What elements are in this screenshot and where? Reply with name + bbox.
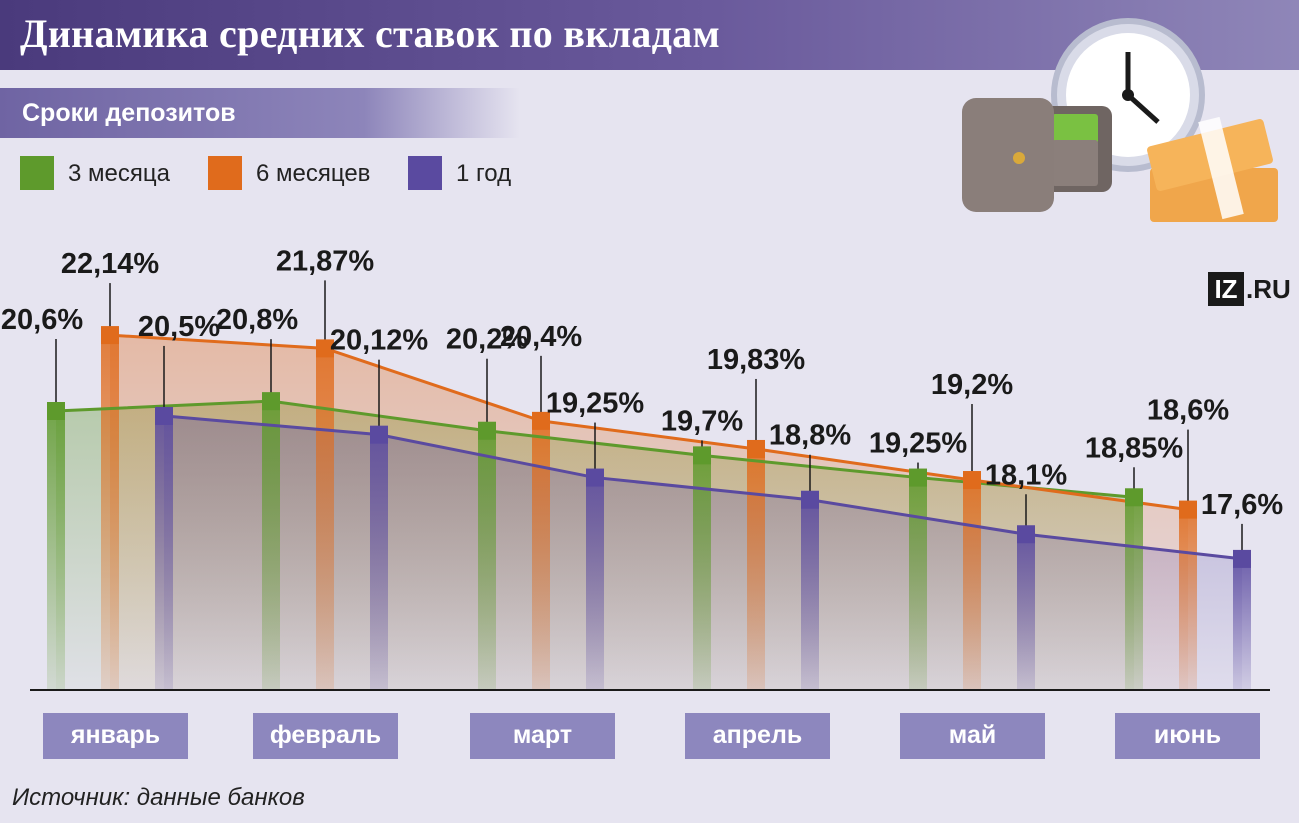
legend-label-1-year: 1 год	[456, 160, 512, 187]
value-label-6-months-6: 18,6%	[1147, 395, 1229, 427]
value-label-1-year-3: 19,25%	[546, 388, 645, 420]
month-label-april: апрель	[685, 713, 830, 759]
bar-1-year-4	[801, 499, 819, 690]
bar-3-months-1	[47, 411, 65, 690]
value-label-3-months-2: 20,8%	[216, 304, 298, 336]
legend-label-3-months: 3 месяца	[68, 160, 170, 187]
bar-6-months-3	[532, 420, 550, 690]
point-1-year-6	[1233, 549, 1251, 568]
logo-text: .RU	[1246, 274, 1291, 304]
value-label-1-year-4: 18,8%	[769, 420, 851, 452]
value-label-6-months-2: 21,87%	[276, 245, 375, 277]
value-label-1-year-1: 20,5%	[138, 311, 220, 343]
bar-3-months-2	[262, 401, 280, 690]
logo-box: IZ	[1208, 272, 1244, 306]
point-6-months-4	[747, 439, 765, 458]
month-label-june: июнь	[1115, 713, 1260, 759]
bar-6-months-1	[101, 335, 119, 690]
line-6-months	[109, 333, 1189, 512]
bar-1-year-5	[1017, 534, 1035, 690]
bar-1-year-3	[586, 477, 604, 690]
iz-ru-logo: IZ .RU	[1208, 268, 1296, 310]
point-1-year-3	[586, 468, 604, 487]
month-label-may: май	[900, 713, 1045, 759]
bar-1-year-6	[1233, 558, 1251, 690]
point-3-months-5	[909, 468, 927, 487]
bar-3-months-5	[909, 477, 927, 690]
value-label-1-year-2: 20,12%	[330, 325, 429, 357]
legend-swatch-3-months	[20, 156, 54, 190]
legend-swatch-6-months	[208, 156, 242, 190]
point-3-months-3	[478, 421, 496, 440]
point-3-months-4	[693, 446, 711, 465]
point-1-year-5	[1017, 525, 1035, 544]
point-1-year-4	[801, 490, 819, 509]
value-label-3-months-6: 18,85%	[1085, 432, 1184, 464]
bar-6-months-4	[747, 448, 765, 690]
bar-6-months-5	[963, 480, 981, 690]
bar-1-year-2	[370, 434, 388, 690]
value-label-3-months-5: 19,25%	[869, 428, 968, 460]
point-6-months-5	[963, 471, 981, 490]
month-label-march: март	[470, 713, 615, 759]
month-label-january: январь	[43, 713, 188, 759]
bar-3-months-3	[478, 430, 496, 690]
point-6-months-1	[101, 326, 119, 345]
point-3-months-2	[262, 392, 280, 411]
value-label-3-months-4: 19,7%	[661, 405, 743, 437]
bar-6-months-6	[1179, 509, 1197, 690]
value-label-6-months-1: 22,14%	[61, 248, 160, 280]
value-label-6-months-3: 20,4%	[500, 321, 582, 353]
source-note: Источник: данные банков	[12, 784, 305, 811]
legend-swatch-1-year	[408, 156, 442, 190]
money-stack-icon	[1147, 116, 1278, 222]
value-label-1-year-6: 17,6%	[1201, 489, 1283, 521]
point-6-months-3	[532, 411, 550, 430]
subtitle-bar	[0, 88, 520, 138]
point-6-months-6	[1179, 500, 1197, 519]
point-3-months-6	[1125, 488, 1143, 507]
bar-1-year-1	[155, 415, 173, 690]
month-label-february: февраль	[253, 713, 398, 759]
value-label-3-months-3: 20,2%	[446, 324, 528, 356]
value-label-6-months-4: 19,83%	[707, 344, 806, 376]
line-1-year	[163, 414, 1243, 561]
value-label-6-months-5: 19,2%	[931, 369, 1013, 401]
chart-subtitle: Сроки депозитов	[22, 99, 236, 127]
wallet-icon	[962, 98, 1112, 212]
bar-6-months-2	[316, 348, 334, 690]
value-label-3-months-1: 20,6%	[1, 304, 83, 336]
bar-3-months-4	[693, 455, 711, 690]
point-3-months-1	[47, 402, 65, 420]
chart-title: Динамика средних ставок по вкладам	[20, 11, 720, 56]
point-1-year-1	[155, 406, 173, 425]
point-1-year-2	[370, 425, 388, 444]
value-label-1-year-5: 18,1%	[985, 459, 1067, 491]
legend-label-6-months: 6 месяцев	[256, 160, 371, 187]
bar-3-months-6	[1125, 497, 1143, 690]
point-6-months-2	[316, 339, 334, 358]
